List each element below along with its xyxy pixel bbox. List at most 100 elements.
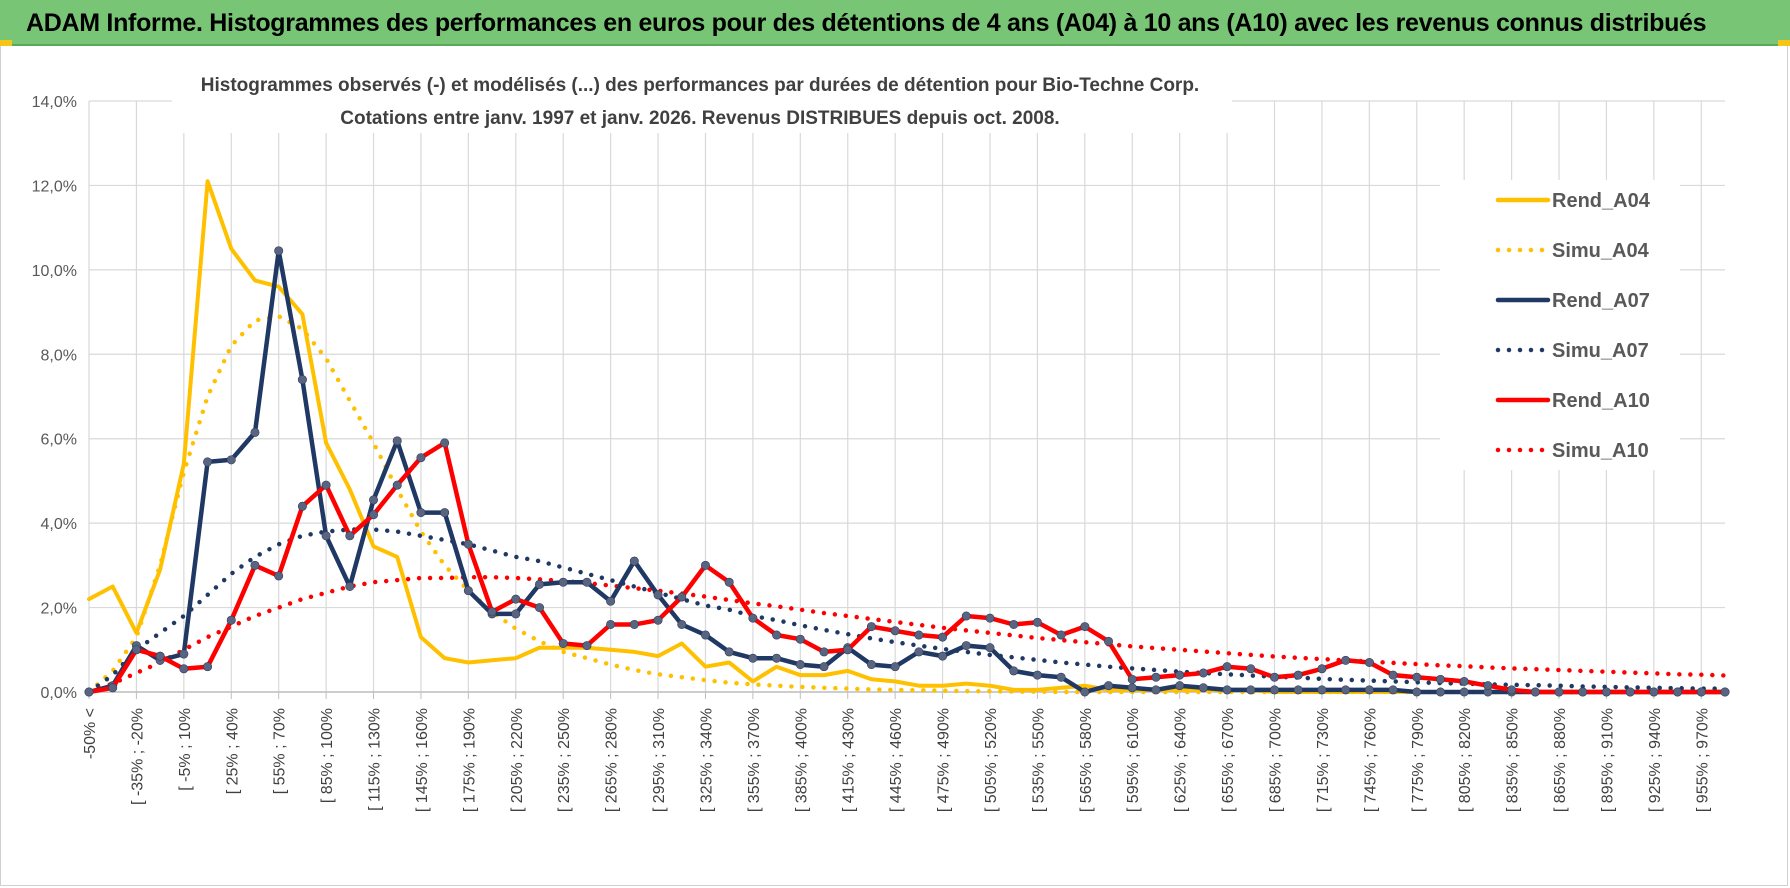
data-point-rend_a07 [606,596,616,606]
data-point-rend_a07 [1080,687,1090,697]
x-tick-label: [ 655% ; 670% [1220,708,1237,812]
x-tick-label: [ 595% ; 610% [1125,708,1142,812]
data-point-rend_a10 [226,615,236,625]
series-layer [84,179,1730,697]
data-point-rend_a07 [1412,687,1422,697]
y-tick-label: 14,0% [32,94,77,111]
x-tick-label: [ 415% ; 430% [841,708,858,812]
data-point-rend_a07 [1317,685,1327,695]
data-point-rend_a10 [1388,670,1398,680]
data-point-rend_a07 [1127,683,1137,693]
data-point-rend_a07 [1056,672,1066,682]
series-line-rend_a10 [86,440,1728,695]
data-point-rend_a07 [511,609,521,619]
data-point-rend_a07 [700,630,710,640]
data-point-rend_a07 [890,662,900,672]
data-point-rend_a07 [1246,685,1256,695]
y-tick-label: 10,0% [32,263,77,280]
data-point-rend_a07 [1459,687,1469,697]
data-point-rend_a07 [226,455,236,465]
data-point-rend_a10 [1530,687,1540,697]
legend-label-rend_a07: Rend_A07 [1552,290,1650,312]
x-tick-label: [ 445% ; 460% [888,708,905,812]
x-tick-label: [ 805% ; 820% [1457,708,1474,812]
legend-label-simu_a04: Simu_A04 [1552,240,1650,262]
data-point-rend_a07 [938,651,948,661]
data-point-rend_a10 [961,611,971,621]
data-point-rend_a10 [843,645,853,655]
x-tick-label: [ 325% ; 340% [698,708,715,812]
y-tick-label: 2,0% [41,601,77,618]
data-point-rend_a10 [155,651,165,661]
data-point-rend_a10 [1293,670,1303,680]
data-point-rend_a10 [1459,676,1469,686]
data-point-rend_a10 [772,630,782,640]
data-point-rend_a10 [1080,622,1090,632]
data-point-rend_a10 [511,594,521,604]
chart-legend: Rend_A04 Simu_A04 Rend_A07 Simu_A07 Rend_A10… [1440,180,1680,470]
data-point-rend_a07 [558,577,568,587]
x-tick-label: [ 685% ; 700% [1268,708,1285,812]
x-tick-label: [ 475% ; 490% [936,708,953,812]
data-point-rend_a10 [1270,672,1280,682]
data-point-rend_a07 [866,660,876,670]
data-point-rend_a10 [1341,655,1351,665]
data-point-rend_a10 [1151,672,1161,682]
data-point-rend_a07 [748,653,758,663]
legend-label-simu_a10: Simu_A10 [1552,440,1649,462]
data-point-rend_a10 [985,613,995,623]
legend-label-rend_a04: Rend_A04 [1552,190,1651,212]
data-point-rend_a07 [1388,685,1398,695]
data-point-rend_a10 [1364,657,1374,667]
data-point-rend_a07 [369,495,379,505]
data-point-rend_a10 [653,615,663,625]
data-point-rend_a07 [724,647,734,657]
x-axis: -50% < [ -35% ; -20% [ -5% ; 10% [ 25% ; 40… [82,691,1725,812]
data-point-rend_a10 [1720,687,1730,697]
legend-background [1440,180,1680,470]
data-point-rend_a10 [1578,687,1588,697]
x-tick-label: [ 295% ; 310% [651,708,668,812]
data-point-rend_a10 [369,510,379,520]
x-tick-label: [ 505% ; 520% [983,708,1000,812]
x-tick-label: [ 385% ; 400% [793,708,810,812]
data-point-rend_a10 [606,619,616,629]
data-point-rend_a10 [1317,664,1327,674]
y-tick-label: 8,0% [41,347,77,364]
x-tick-label: [ 745% ; 760% [1362,708,1379,812]
data-point-rend_a07 [653,590,663,600]
banner-corner-left [0,40,12,46]
data-point-rend_a10 [1175,670,1185,680]
data-point-rend_a10 [297,501,307,511]
x-tick-label: [ 235% ; 250% [556,708,573,812]
data-point-rend_a07 [985,643,995,653]
x-tick-label: -50% < [82,708,99,759]
x-tick-label: [ -5% ; 10% [177,708,194,791]
data-point-rend_a07 [297,375,307,385]
x-tick-label: [ 535% ; 550% [1030,708,1047,812]
data-point-rend_a07 [1198,683,1208,693]
x-tick-label: [ 625% ; 640% [1173,708,1190,812]
data-point-rend_a07 [321,531,331,541]
data-point-rend_a10 [890,626,900,636]
data-point-rend_a10 [1554,687,1564,697]
data-point-rend_a10 [416,453,426,463]
data-point-rend_a07 [1364,685,1374,695]
x-tick-label: [ 865% ; 880% [1552,708,1569,812]
x-tick-label: [ 205% ; 220% [509,708,526,812]
data-point-rend_a10 [914,630,924,640]
data-point-rend_a10 [440,438,450,448]
data-point-rend_a10 [748,613,758,623]
data-point-rend_a10 [1673,687,1683,697]
x-tick-label: [ 355% ; 370% [746,708,763,812]
data-point-rend_a07 [463,586,473,596]
data-point-rend_a10 [629,619,639,629]
data-point-rend_a10 [1649,687,1659,697]
data-point-rend_a07 [1270,685,1280,695]
data-point-rend_a07 [677,619,687,629]
x-tick-label: [ 85% ; 100% [319,708,336,803]
data-point-rend_a07 [179,649,189,659]
data-point-rend_a10 [795,634,805,644]
data-point-rend_a10 [724,577,734,587]
